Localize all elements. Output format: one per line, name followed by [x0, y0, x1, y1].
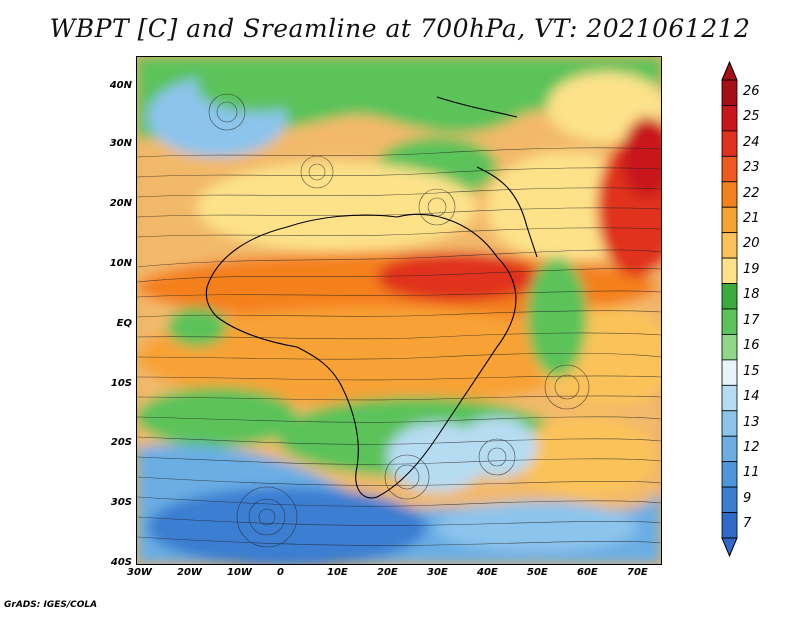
lon-tick-label: 30E [427, 567, 448, 578]
lat-tick-label: 10N [109, 258, 132, 269]
colorbar-swatch [721, 435, 738, 463]
colorbar-label: 12 [743, 439, 760, 455]
colorbar-label: 25 [743, 109, 760, 125]
colorbar-label: 20 [743, 236, 760, 252]
lon-tick-label: 10E [327, 567, 348, 578]
colorbar-label: 15 [743, 363, 760, 379]
colorbar-label: 22 [743, 185, 760, 201]
colorbar-swatch [721, 232, 738, 259]
colorbar-label: 19 [743, 261, 760, 277]
colorbar-bottom-arrow [721, 537, 738, 558]
colorbar-label: 26 [743, 83, 760, 99]
lat-tick-label: 20N [109, 198, 132, 209]
colorbar-label: 13 [743, 414, 760, 430]
colorbar-swatch [721, 105, 738, 132]
colorbar-label: 11 [743, 465, 760, 481]
colorbar-swatch [721, 384, 738, 412]
lon-tick-label: 0 [277, 567, 284, 578]
colorbar-swatch [721, 130, 738, 157]
colorbar-label: 21 [743, 210, 760, 226]
lat-tick-label: EQ [116, 318, 132, 329]
colorbar-swatch [721, 308, 738, 335]
colorbar-label: 16 [743, 338, 760, 354]
lon-tick-label: 50E [527, 567, 548, 578]
colorbar-swatch [721, 181, 738, 208]
streamlines [137, 93, 661, 548]
colorbar-swatch [721, 486, 738, 513]
colorbar-swatch [721, 257, 738, 284]
lon-tick-label: 70E [627, 567, 648, 578]
colorbar-label: 18 [743, 287, 760, 303]
colorbar-top-arrow [721, 60, 738, 81]
colorbar-swatch [721, 461, 738, 488]
lat-tick-label: 40S [110, 557, 132, 568]
colorbar-swatch [721, 155, 738, 183]
colorbar-label: 7 [743, 516, 752, 532]
map-field [137, 57, 661, 564]
colorbar-swatch [721, 512, 738, 539]
colorbar-swatch [721, 79, 738, 106]
lon-tick-label: 60E [577, 567, 598, 578]
lat-tick-label: 40N [109, 80, 132, 91]
lon-tick-label: 20W [177, 567, 202, 578]
lat-tick-label: 30N [109, 138, 132, 149]
lat-tick-label: 10S [110, 378, 132, 389]
lon-tick-label: 40E [477, 567, 498, 578]
lon-tick-label: 30W [127, 567, 152, 578]
colorbar-label: 14 [743, 389, 760, 405]
lon-tick-label: 10W [227, 567, 252, 578]
colorbar-swatch [721, 283, 738, 310]
map-title: WBPT [C] and Sreamline at 700hPa, VT: 20… [49, 14, 751, 43]
lon-tick-label: 20E [377, 567, 398, 578]
colorbar-swatch [721, 410, 738, 437]
colorbar-label: 24 [743, 134, 760, 150]
colorbar-swatch [721, 359, 738, 386]
colorbar-label: 23 [743, 160, 760, 176]
map-panel [136, 56, 662, 565]
coastlines [205, 96, 538, 499]
lat-tick-label: 20S [110, 437, 132, 448]
colorbar-swatch [721, 334, 738, 361]
grads-credit: GrADS: IGES/COLA [4, 600, 98, 610]
colorbar-label: 17 [743, 312, 760, 328]
lat-tick-label: 30S [110, 497, 132, 508]
colorbar-swatch [721, 206, 738, 234]
colorbar-label: 9 [743, 490, 752, 506]
wbpt-field [137, 57, 661, 564]
